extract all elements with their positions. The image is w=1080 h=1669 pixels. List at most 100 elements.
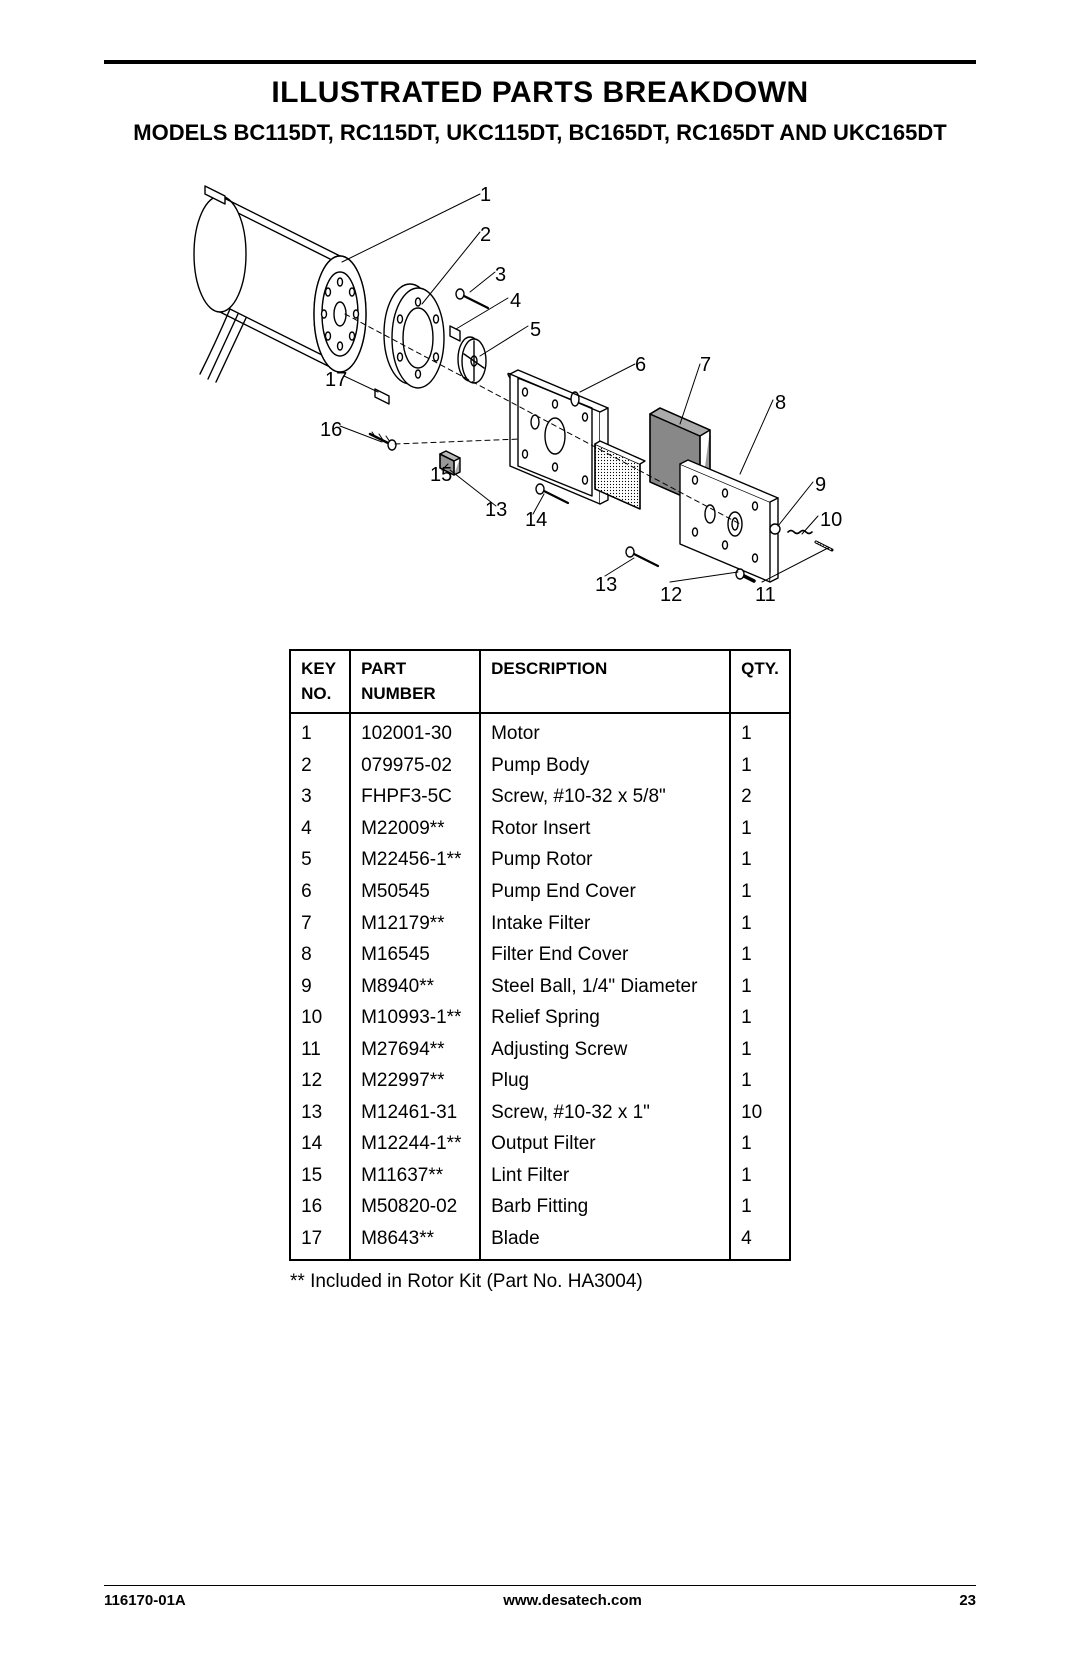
cell-desc: Filter End Cover bbox=[480, 939, 730, 971]
cell-part: 079975-02 bbox=[350, 750, 480, 782]
callout-9: 9 bbox=[815, 474, 826, 497]
cell-key: 9 bbox=[290, 971, 350, 1003]
cell-key: 8 bbox=[290, 939, 350, 971]
page-title: ILLUSTRATED PARTS BREAKDOWN bbox=[104, 76, 976, 110]
callout-2: 2 bbox=[480, 224, 491, 247]
cell-desc: Plug bbox=[480, 1065, 730, 1097]
cell-part: M8643** bbox=[350, 1223, 480, 1260]
cell-qty: 1 bbox=[730, 1191, 790, 1223]
cell-key: 14 bbox=[290, 1128, 350, 1160]
th-part: PARTNUMBER bbox=[350, 650, 480, 713]
table-row: 2079975-02Pump Body1 bbox=[290, 750, 790, 782]
callout-5: 5 bbox=[530, 319, 541, 342]
table-row: 16M50820-02Barb Fitting1 bbox=[290, 1191, 790, 1223]
cell-part: M12244-1** bbox=[350, 1128, 480, 1160]
cell-key: 6 bbox=[290, 876, 350, 908]
footnote: ** Included in Rotor Kit (Part No. HA300… bbox=[290, 1271, 790, 1293]
cell-desc: Pump Rotor bbox=[480, 844, 730, 876]
cell-qty: 1 bbox=[730, 844, 790, 876]
cell-qty: 1 bbox=[730, 1002, 790, 1034]
table-row: 13M12461-31Screw, #10-32 x 1"10 bbox=[290, 1097, 790, 1129]
table-row: 4M22009**Rotor Insert1 bbox=[290, 813, 790, 845]
table-header-row: KEYNO. PARTNUMBER DESCRIPTION QTY. bbox=[290, 650, 790, 713]
page-footer: 116170-01A www.desatech.com 23 bbox=[104, 1585, 976, 1609]
cell-desc: Lint Filter bbox=[480, 1160, 730, 1192]
cell-part: M12179** bbox=[350, 908, 480, 940]
cell-key: 2 bbox=[290, 750, 350, 782]
callout-13: 13 bbox=[485, 499, 507, 522]
cell-part: M50545 bbox=[350, 876, 480, 908]
table-row: 5M22456-1**Pump Rotor1 bbox=[290, 844, 790, 876]
cell-desc: Screw, #10-32 x 5/8" bbox=[480, 781, 730, 813]
cell-qty: 1 bbox=[730, 750, 790, 782]
cell-part: M16545 bbox=[350, 939, 480, 971]
cell-qty: 4 bbox=[730, 1223, 790, 1260]
th-desc: DESCRIPTION bbox=[480, 650, 730, 713]
cell-key: 15 bbox=[290, 1160, 350, 1192]
table-row: 3FHPF3-5CScrew, #10-32 x 5/8"2 bbox=[290, 781, 790, 813]
cell-qty: 1 bbox=[730, 1034, 790, 1066]
cell-key: 13 bbox=[290, 1097, 350, 1129]
cell-key: 16 bbox=[290, 1191, 350, 1223]
cell-qty: 1 bbox=[730, 1160, 790, 1192]
table-row: 8M16545Filter End Cover1 bbox=[290, 939, 790, 971]
cell-qty: 1 bbox=[730, 813, 790, 845]
cell-key: 4 bbox=[290, 813, 350, 845]
cell-desc: Pump Body bbox=[480, 750, 730, 782]
cell-part: FHPF3-5C bbox=[350, 781, 480, 813]
cell-desc: Barb Fitting bbox=[480, 1191, 730, 1223]
cell-qty: 1 bbox=[730, 971, 790, 1003]
cell-qty: 1 bbox=[730, 876, 790, 908]
cell-desc: Motor bbox=[480, 713, 730, 750]
cell-desc: Output Filter bbox=[480, 1128, 730, 1160]
callout-11: 11 bbox=[755, 584, 776, 607]
footer-right: 23 bbox=[959, 1592, 976, 1609]
table-row: 14M12244-1**Output Filter1 bbox=[290, 1128, 790, 1160]
cell-key: 11 bbox=[290, 1034, 350, 1066]
callout-10: 10 bbox=[820, 509, 842, 532]
callout-15: 15 bbox=[430, 464, 452, 487]
cell-desc: Rotor Insert bbox=[480, 813, 730, 845]
cell-key: 10 bbox=[290, 1002, 350, 1034]
cell-part: M50820-02 bbox=[350, 1191, 480, 1223]
cell-qty: 1 bbox=[730, 1128, 790, 1160]
table-row: 1102001-30Motor1 bbox=[290, 713, 790, 750]
exploded-svg bbox=[180, 174, 900, 609]
footer-left: 116170-01A bbox=[104, 1592, 186, 1609]
callout-4: 4 bbox=[510, 290, 521, 313]
callout-14: 14 bbox=[525, 509, 547, 532]
cell-desc: Steel Ball, 1/4" Diameter bbox=[480, 971, 730, 1003]
table-row: 7M12179**Intake Filter1 bbox=[290, 908, 790, 940]
callout-6: 6 bbox=[635, 354, 646, 377]
cell-part: M22456-1** bbox=[350, 844, 480, 876]
cell-key: 7 bbox=[290, 908, 350, 940]
callout-8: 8 bbox=[775, 392, 786, 415]
th-key: KEYNO. bbox=[290, 650, 350, 713]
cell-qty: 1 bbox=[730, 713, 790, 750]
top-rule bbox=[104, 60, 976, 64]
callout-7: 7 bbox=[700, 354, 711, 377]
cell-key: 12 bbox=[290, 1065, 350, 1097]
cell-part: M8940** bbox=[350, 971, 480, 1003]
cell-part: M27694** bbox=[350, 1034, 480, 1066]
cell-desc: Intake Filter bbox=[480, 908, 730, 940]
cell-qty: 1 bbox=[730, 908, 790, 940]
table-row: 17M8643**Blade4 bbox=[290, 1223, 790, 1260]
table-row: 12M22997** Plug1 bbox=[290, 1065, 790, 1097]
cell-key: 5 bbox=[290, 844, 350, 876]
cell-part: M22009** bbox=[350, 813, 480, 845]
cell-qty: 2 bbox=[730, 781, 790, 813]
cell-qty: 1 bbox=[730, 1065, 790, 1097]
table-row: 11M27694** Adjusting Screw1 bbox=[290, 1034, 790, 1066]
footer-center: www.desatech.com bbox=[503, 1592, 642, 1609]
cell-qty: 10 bbox=[730, 1097, 790, 1129]
callout-13: 13 bbox=[595, 574, 617, 597]
exploded-diagram: 123456789101112131314151617 bbox=[180, 174, 900, 609]
cell-desc: Adjusting Screw bbox=[480, 1034, 730, 1066]
cell-part: M10993-1** bbox=[350, 1002, 480, 1034]
callout-1: 1 bbox=[480, 184, 491, 207]
table-row: 9M8940**Steel Ball, 1/4" Diameter1 bbox=[290, 971, 790, 1003]
parts-table: KEYNO. PARTNUMBER DESCRIPTION QTY. 11020… bbox=[289, 649, 791, 1261]
cell-key: 17 bbox=[290, 1223, 350, 1260]
table-row: 6M50545Pump End Cover1 bbox=[290, 876, 790, 908]
